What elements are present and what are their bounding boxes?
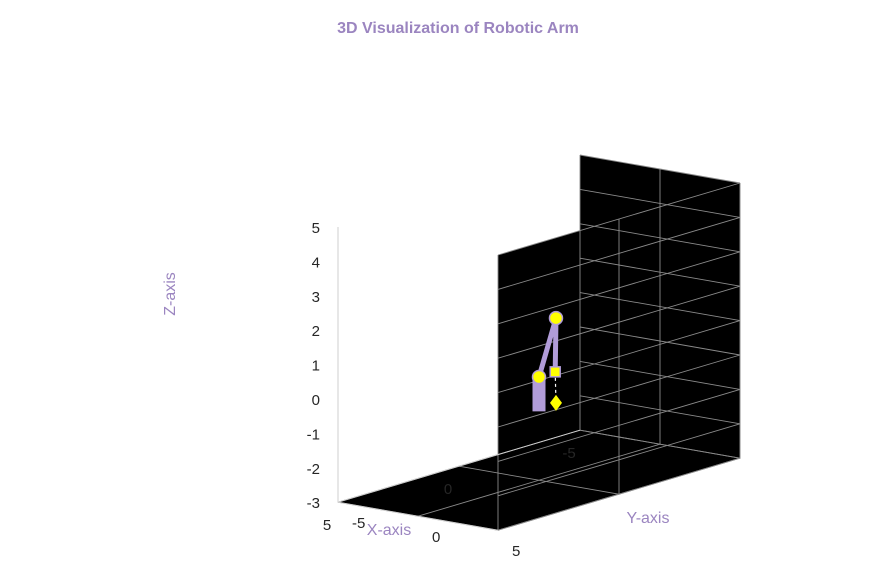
arm-joint <box>531 369 547 385</box>
tick-labels: -3 -2 -1 0 1 2 3 4 5 -5 0 5 -5 0 5 <box>307 220 576 560</box>
y-tick-label: 0 <box>432 529 440 546</box>
z-tick-label: 0 <box>312 392 320 409</box>
z-tick-label: 1 <box>312 358 320 375</box>
y-tick-label: -5 <box>352 515 365 532</box>
axes-panes <box>338 155 740 531</box>
arm-marks <box>531 310 564 412</box>
axis-edge-x <box>337 429 581 503</box>
x-tick-label: 5 <box>323 517 331 534</box>
axes-edges <box>337 227 581 531</box>
chart-title: 3D Visualization of Robotic Arm <box>337 20 579 37</box>
z-tick-label: -1 <box>307 426 320 443</box>
z-tick-label: 2 <box>312 323 320 340</box>
end-effector <box>549 366 561 378</box>
z-tick-label: -3 <box>307 495 320 512</box>
z-axis-label: Z-axis <box>162 272 179 316</box>
x-axis-label: X-axis <box>367 522 411 539</box>
y-tick-label: 5 <box>512 543 520 560</box>
z-tick-label: -2 <box>307 461 320 478</box>
z-tick-label: 4 <box>312 254 320 271</box>
arm-joint <box>548 310 564 326</box>
grid-line-y <box>497 183 741 531</box>
x-tick-label: 0 <box>444 481 452 498</box>
x-tick-label: -5 <box>562 445 575 462</box>
y-axis-label: Y-axis <box>627 510 670 527</box>
target-point <box>550 394 562 411</box>
grid-line-y <box>417 169 661 517</box>
z-tick-label: 5 <box>312 220 320 237</box>
z-tick-label: 3 <box>312 289 320 306</box>
